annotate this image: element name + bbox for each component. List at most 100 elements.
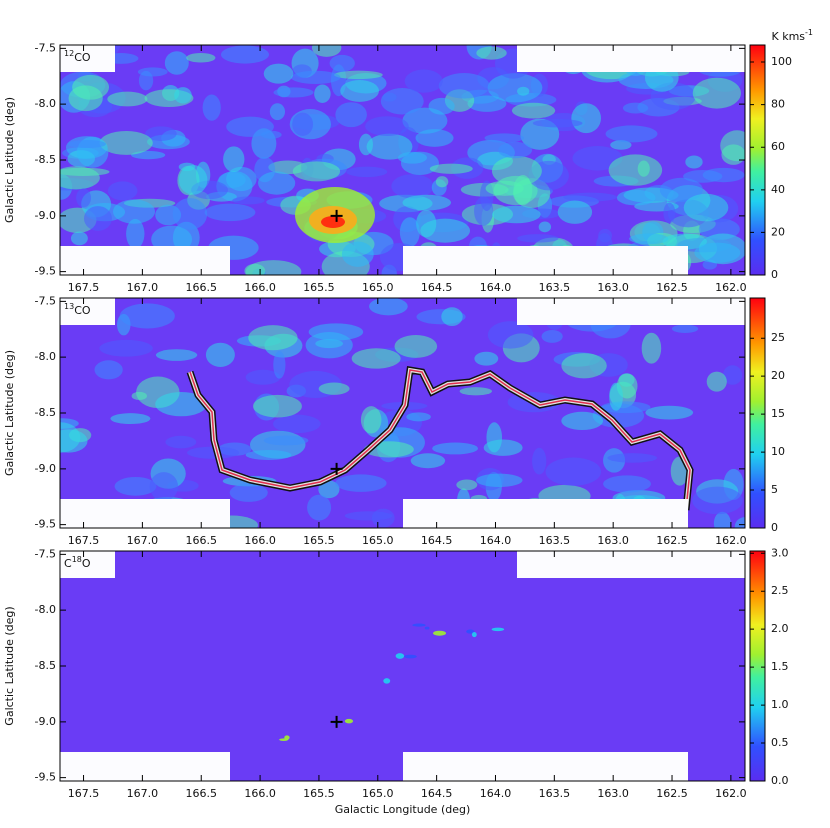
x-tick-label: 163.0: [597, 281, 629, 294]
colorbar-tick-label: 80: [771, 98, 785, 111]
emission: [541, 329, 563, 343]
x-tick-label: 165.5: [303, 534, 335, 547]
emission: [706, 371, 727, 392]
x-tick-label: 164.0: [480, 534, 512, 547]
colorbar-tick-label: 20: [771, 369, 785, 382]
emission: [572, 146, 623, 171]
emission: [351, 348, 401, 369]
x-tick-label: 163.0: [597, 787, 629, 800]
emission: [114, 476, 157, 496]
emission: [335, 102, 367, 128]
x-tick-label: 164.5: [421, 787, 453, 800]
emission: [424, 626, 430, 630]
emission: [722, 365, 743, 385]
emission: [592, 403, 645, 428]
emission: [68, 140, 106, 149]
emission: [557, 200, 593, 224]
emission: [420, 218, 471, 243]
y-tick-label: -8.5: [35, 406, 56, 419]
x-tick-label: 166.5: [185, 281, 217, 294]
colorbar: [749, 297, 766, 529]
emission: [366, 133, 413, 160]
emission: [60, 167, 110, 176]
emission: [187, 446, 240, 459]
emission: [721, 144, 745, 165]
emission: [395, 653, 405, 659]
emission: [563, 192, 618, 202]
y-axis-label: Galactic Latitude (deg): [3, 97, 16, 223]
emission: [186, 53, 216, 63]
x-tick-label: 163.5: [539, 534, 571, 547]
y-tick-label: -7.5: [35, 294, 56, 307]
emission: [571, 103, 602, 134]
emission: [629, 233, 669, 245]
x-tick-label: 166.5: [185, 787, 217, 800]
emission: [107, 91, 148, 107]
emission: [517, 86, 530, 96]
colorbar-tick-label: 60: [771, 140, 785, 153]
emission: [605, 125, 658, 143]
colorbar-tick-label: 15: [771, 407, 785, 420]
emission: [99, 130, 153, 155]
emission: [83, 206, 112, 231]
emission: [165, 435, 197, 449]
emission: [380, 88, 424, 115]
no-data-region: [60, 499, 230, 528]
emission: [149, 472, 179, 501]
emission: [137, 67, 168, 77]
emission: [344, 718, 354, 724]
x-tick-label: 167.0: [127, 534, 159, 547]
source-marker: [330, 462, 343, 475]
x-tick-label: 163.5: [539, 281, 571, 294]
x-tick-label: 164.5: [421, 534, 453, 547]
emission: [511, 102, 556, 119]
emission: [683, 193, 729, 222]
emission: [734, 517, 745, 528]
emission: [204, 203, 256, 222]
x-tick-label: 165.0: [362, 534, 394, 547]
emission: [663, 202, 676, 224]
emission: [662, 233, 707, 250]
emission: [314, 84, 331, 103]
emission: [269, 103, 286, 121]
colorbar-tick-label: 20: [771, 225, 785, 238]
y-tick-label: -7.5: [35, 41, 56, 54]
colorbar-tick-label: 40: [771, 183, 785, 196]
emission: [645, 405, 694, 420]
emission: [311, 45, 342, 57]
panel-label-part: CO: [74, 51, 91, 64]
emission: [245, 449, 292, 460]
emission: [609, 382, 623, 411]
emission: [410, 453, 446, 469]
emission: [119, 303, 175, 329]
emission: [344, 511, 393, 521]
emission: [616, 189, 656, 206]
no-data-region: [60, 752, 230, 781]
no-data-region: [60, 45, 115, 72]
emission: [205, 342, 235, 367]
emission: [232, 196, 265, 205]
x-tick-label: 167.5: [68, 534, 100, 547]
source-marker: [330, 715, 343, 728]
emission: [245, 369, 281, 385]
emission: [226, 116, 274, 137]
emission: [94, 360, 123, 380]
emission: [318, 382, 350, 395]
y-tick-label: -9.5: [35, 771, 56, 784]
no-data-region: [403, 499, 688, 528]
emission: [223, 146, 245, 173]
panel-label-part: O: [82, 557, 91, 570]
y-tick-label: -8.5: [35, 659, 56, 672]
emission: [475, 473, 523, 487]
y-tick-label: -9.0: [35, 462, 56, 475]
no-data-region: [403, 752, 688, 781]
emission: [532, 119, 583, 128]
x-tick-label: 162.5: [656, 534, 688, 547]
emission: [603, 475, 651, 493]
y-tick-label: -9.5: [35, 265, 56, 278]
emission: [307, 494, 332, 521]
no-data-region: [517, 45, 745, 72]
source-marker: [330, 209, 343, 222]
map: [60, 45, 745, 275]
no-data-region: [517, 551, 745, 578]
